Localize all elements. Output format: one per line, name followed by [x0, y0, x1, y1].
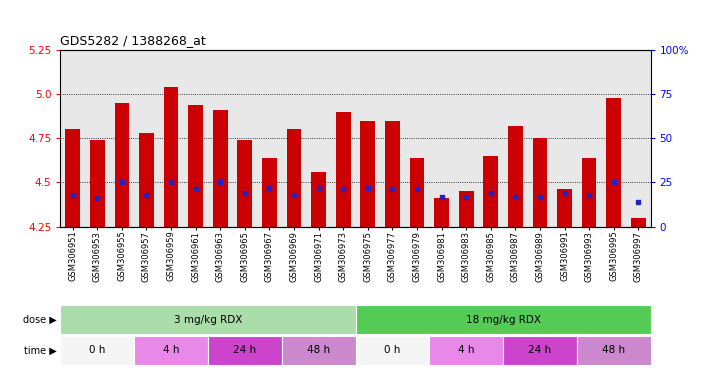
Bar — [60, 305, 356, 334]
Bar — [429, 336, 503, 365]
Text: 0 h: 0 h — [384, 345, 400, 356]
Bar — [139, 133, 154, 227]
Bar — [503, 336, 577, 365]
Bar — [606, 98, 621, 227]
Bar — [410, 158, 424, 227]
Bar — [262, 158, 277, 227]
Text: dose ▶: dose ▶ — [23, 314, 57, 325]
Bar — [508, 126, 523, 227]
Text: time ▶: time ▶ — [24, 345, 57, 356]
Bar — [336, 112, 351, 227]
Bar — [360, 121, 375, 227]
Bar — [483, 156, 498, 227]
Text: 3 mg/kg RDX: 3 mg/kg RDX — [173, 314, 242, 325]
Text: GDS5282 / 1388268_at: GDS5282 / 1388268_at — [60, 34, 206, 47]
Bar — [282, 336, 356, 365]
Text: 48 h: 48 h — [307, 345, 330, 356]
Bar — [434, 198, 449, 227]
Bar — [459, 191, 474, 227]
Bar — [164, 87, 178, 227]
Text: 24 h: 24 h — [528, 345, 552, 356]
Bar — [311, 172, 326, 227]
Text: 48 h: 48 h — [602, 345, 625, 356]
Bar — [208, 336, 282, 365]
Bar — [557, 189, 572, 227]
Bar — [237, 140, 252, 227]
Bar — [287, 129, 301, 227]
Bar — [631, 218, 646, 227]
Bar — [356, 305, 651, 334]
Text: 4 h: 4 h — [458, 345, 474, 356]
Bar — [60, 336, 134, 365]
Bar — [533, 138, 547, 227]
Bar — [385, 121, 400, 227]
Bar — [213, 110, 228, 227]
Bar — [114, 103, 129, 227]
Text: 4 h: 4 h — [163, 345, 179, 356]
Bar — [134, 336, 208, 365]
Bar — [582, 158, 597, 227]
Text: 24 h: 24 h — [233, 345, 257, 356]
Text: 0 h: 0 h — [89, 345, 105, 356]
Bar — [65, 129, 80, 227]
Bar — [356, 336, 429, 365]
Bar — [577, 336, 651, 365]
Bar — [188, 105, 203, 227]
Bar — [90, 140, 105, 227]
Text: 18 mg/kg RDX: 18 mg/kg RDX — [466, 314, 540, 325]
